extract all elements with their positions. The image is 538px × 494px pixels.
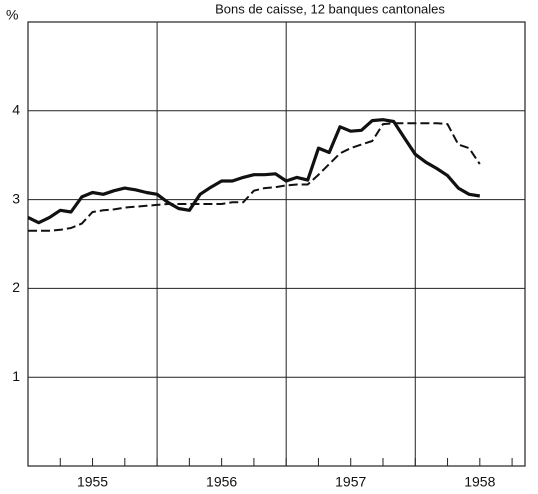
x-tick-label: 1955 — [77, 474, 108, 490]
chart-title: Bons de caisse, 12 banques cantonales — [215, 1, 445, 16]
x-tick-label: 1958 — [464, 474, 495, 490]
y-tick-label: 1 — [12, 368, 20, 384]
x-tick-label: 1957 — [335, 474, 366, 490]
y-tick-label: 2 — [12, 279, 20, 295]
y-tick-label: 3 — [12, 190, 20, 206]
x-tick-label: 1956 — [206, 474, 237, 490]
plot-frame — [27, 21, 526, 467]
series-line — [28, 122, 481, 232]
y-axis-label: % — [6, 7, 18, 23]
y-tick-label: 4 — [12, 102, 20, 118]
series-line — [27, 118, 481, 225]
